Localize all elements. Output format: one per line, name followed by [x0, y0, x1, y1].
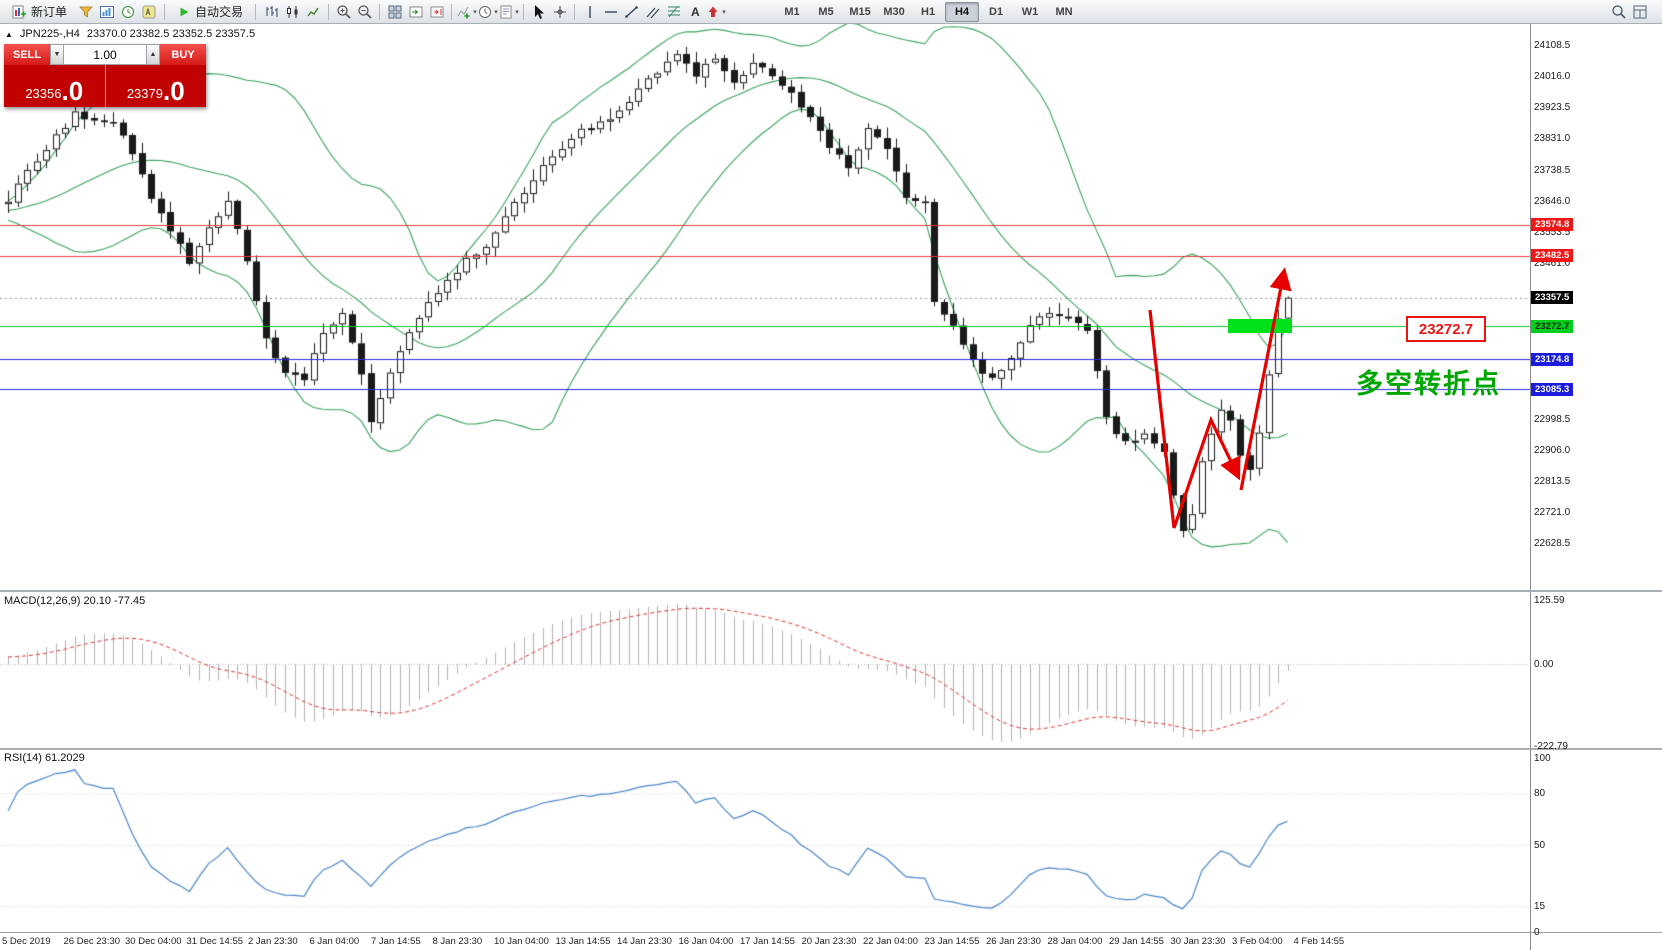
cursor-icon[interactable] [528, 2, 549, 22]
timeframe-d1[interactable]: D1 [989, 5, 1004, 18]
play-icon [177, 2, 191, 22]
toolbar-separator [164, 3, 166, 20]
buy-button[interactable]: BUY [160, 44, 206, 65]
tile-windows-icon[interactable] [384, 2, 405, 22]
sell-price-big: .0 [61, 76, 84, 106]
trend-up-arrow[interactable] [1239, 267, 1292, 491]
auto-trading-label: 自动交易 [195, 5, 244, 19]
drawings-overlay [1148, 267, 1292, 529]
timeframe-w1[interactable]: W1 [1021, 5, 1039, 18]
timeframe-h4[interactable]: H4 [945, 1, 980, 22]
toolbar-separator [574, 3, 576, 20]
one-click-trading-panel: SELL ▼ ▲ BUY 23356.0 23379.0 [4, 44, 206, 107]
trend-zigzag-arrow[interactable] [1148, 309, 1241, 529]
search-icon[interactable] [1608, 2, 1629, 22]
one-click-toggle-icon[interactable]: ▲ [5, 29, 13, 39]
new-order-label: 新订单 [31, 5, 68, 19]
new-order-icon [11, 2, 27, 22]
metaeditor-icon[interactable] [138, 2, 159, 22]
price-callout-label[interactable]: 23272.7 [1406, 316, 1486, 342]
crosshair-icon[interactable] [549, 2, 570, 22]
toolbar-separator [379, 3, 381, 20]
buy-price-big: .0 [162, 76, 185, 106]
timeframe-m30[interactable]: M30 [883, 5, 905, 18]
auto-scroll-icon[interactable] [405, 2, 426, 22]
window-layout-icon[interactable] [1629, 2, 1650, 22]
templates-icon[interactable]: ▾ [498, 2, 519, 22]
sell-button[interactable]: SELL [4, 44, 50, 65]
chart-symbol-title: JPN225-,H4 [19, 28, 80, 40]
support-highlight[interactable] [1228, 319, 1292, 333]
zoom-out-icon[interactable] [354, 2, 375, 22]
price-scale[interactable] [1530, 24, 1662, 950]
pane-divider[interactable] [0, 748, 1662, 750]
trendline-icon[interactable] [621, 2, 642, 22]
toolbar-separator [255, 3, 257, 20]
chart-header: ▲ JPN225-,H4 23370.0 23382.5 23352.5 233… [5, 28, 255, 40]
symbols-icon[interactable] [75, 2, 96, 22]
bar-chart-icon[interactable] [261, 2, 282, 22]
buy-price[interactable]: 23379.0 [106, 65, 207, 107]
volume-decrease-button[interactable]: ▼ [50, 44, 64, 65]
indicators-icon[interactable]: ▾ [456, 2, 477, 22]
channel-icon[interactable] [642, 2, 663, 22]
arrows-icon[interactable]: ▾ [705, 2, 726, 22]
periods-icon[interactable]: ▾ [477, 2, 498, 22]
buy-price-main: 23379 [126, 86, 163, 101]
main-chart-canvas[interactable] [0, 24, 1662, 950]
chart-window-icon[interactable] [96, 2, 117, 22]
pane-divider[interactable] [0, 590, 1662, 592]
fibonacci-icon[interactable] [663, 2, 684, 22]
horizontal-line-icon[interactable] [600, 2, 621, 22]
macd-indicator-label: MACD(12,26,9) 20.10 -77.45 [4, 595, 146, 607]
timeframe-mn[interactable]: MN [1055, 5, 1073, 18]
volume-increase-button[interactable]: ▲ [146, 44, 160, 65]
vertical-line-icon[interactable] [579, 2, 600, 22]
text-label-icon[interactable]: A [684, 2, 705, 22]
sell-price-main: 23356 [25, 86, 62, 101]
auto-trading-button[interactable]: 自动交易 [170, 2, 250, 22]
volume-input[interactable] [64, 44, 146, 65]
turning-point-text[interactable]: 多空转折点 [1356, 369, 1501, 399]
alerts-icon[interactable] [117, 2, 138, 22]
sell-price[interactable]: 23356.0 [4, 65, 106, 107]
main-toolbar: 新订单 自动交易 ▾ ▾ ▾ A ▾ M1 M5 M15 M30 H1 H4 D1 W1 MN [0, 0, 1662, 24]
toolbar-separator [328, 3, 330, 20]
toolbar-separator [523, 3, 525, 20]
chart-ohlc-values: 23370.0 23382.5 23352.5 23357.5 [86, 28, 256, 40]
zoom-in-icon[interactable] [333, 2, 354, 22]
chart-shift-icon[interactable] [426, 2, 447, 22]
svg-text:A: A [691, 5, 700, 19]
toolbar-separator [451, 3, 453, 20]
timeframe-m5[interactable]: M5 [818, 5, 834, 18]
rsi-indicator-label: RSI(14) 61.2029 [4, 752, 85, 764]
chart-workspace: ▲ JPN225-,H4 23370.0 23382.5 23352.5 233… [0, 24, 1662, 950]
time-scale-separator [0, 932, 1662, 933]
candlestick-chart-icon[interactable] [282, 2, 303, 22]
timeframe-h1[interactable]: H1 [921, 5, 936, 18]
new-order-button[interactable]: 新订单 [4, 2, 74, 22]
line-chart-icon[interactable] [303, 2, 324, 22]
timeframe-m1[interactable]: M1 [784, 5, 800, 18]
timeframe-m15[interactable]: M15 [849, 5, 871, 18]
